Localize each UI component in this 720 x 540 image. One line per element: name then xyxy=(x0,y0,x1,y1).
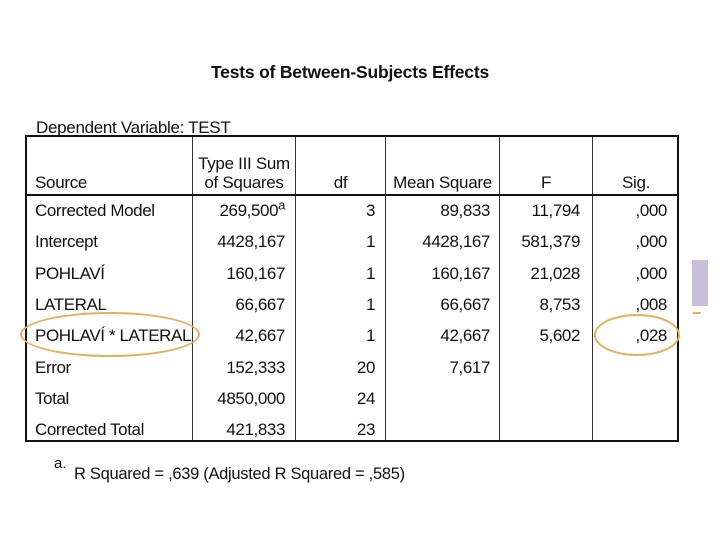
cell-ss: 421,833 xyxy=(226,420,285,440)
cell-f: 5,602 xyxy=(539,326,580,346)
column-divider xyxy=(592,137,593,440)
table-row: Error 152,333 20 7,617 xyxy=(27,352,677,383)
side-marker-underline xyxy=(693,306,701,314)
header-sig: Sig. xyxy=(621,173,651,192)
cell-df: 1 xyxy=(365,232,375,252)
header-df: df xyxy=(333,173,348,192)
cell-source: Corrected Model xyxy=(35,201,155,220)
cell-ss: 152,333 xyxy=(226,357,285,377)
cell-df: 24 xyxy=(356,388,376,408)
header-f: F xyxy=(540,173,552,192)
column-divider xyxy=(192,137,193,440)
cell-df: 20 xyxy=(356,357,376,377)
cell-sig: ,008 xyxy=(635,294,668,314)
cell-f: 581,379 xyxy=(521,232,580,252)
cell-ss-value: 269,500 xyxy=(219,201,279,220)
header-source: Source xyxy=(35,173,88,192)
table-row: Corrected Model 269,500a 3 89,833 11,794 ,000 xyxy=(27,195,677,226)
cell-ms: 160,167 xyxy=(431,263,490,283)
table-row: Corrected Total 421,833 23 xyxy=(27,414,677,445)
cell-ms: 66,667 xyxy=(440,294,490,314)
cell-ss: 42,667 xyxy=(235,326,285,346)
cell-df: 1 xyxy=(365,263,375,283)
highlight-oval-sig xyxy=(594,314,680,356)
footnote-mark: a. xyxy=(54,455,67,472)
cell-source: Corrected Total xyxy=(35,420,144,440)
cell-sig: ,000 xyxy=(635,201,668,220)
cell-ms: 42,667 xyxy=(440,326,490,346)
cell-ms: 89,833 xyxy=(440,201,490,220)
cell-df: 3 xyxy=(365,201,375,220)
cell-f: 21,028 xyxy=(530,263,580,283)
cell-df: 1 xyxy=(365,326,375,346)
column-divider xyxy=(499,137,500,440)
cell-ms: 7,617 xyxy=(449,357,490,377)
cell-source: LATERAL xyxy=(35,294,107,314)
cell-ss: 4850,000 xyxy=(217,388,285,408)
cell-source: POHLAVÍ xyxy=(35,263,105,283)
cell-source: Total xyxy=(35,388,69,408)
header-divider xyxy=(27,194,677,196)
cell-f: 8,753 xyxy=(539,294,580,314)
footnote-reference: a xyxy=(278,197,285,213)
footnote: R Squared = ,639 (Adjusted R Squared = ,… xyxy=(74,465,405,483)
column-divider xyxy=(295,137,296,440)
cell-f: 11,794 xyxy=(531,201,581,220)
cell-df: 23 xyxy=(356,420,376,440)
cell-df: 1 xyxy=(365,294,375,314)
cell-ss: 160,167 xyxy=(226,263,285,283)
cell-source: Error xyxy=(35,357,71,377)
page-title: Tests of Between-Subjects Effects xyxy=(210,62,489,82)
side-marker xyxy=(692,260,708,306)
column-divider xyxy=(385,137,386,440)
cell-ss: 4428,167 xyxy=(217,232,285,252)
cell-source: Intercept xyxy=(35,232,98,252)
cell-ss: 269,500a xyxy=(220,195,286,226)
cell-ss: 66,667 xyxy=(235,294,285,314)
table-row: Intercept 4428,167 1 4428,167 581,379 ,000 xyxy=(27,226,677,257)
anova-table: Source Type III Sum of Squares df Mean S… xyxy=(25,135,679,442)
cell-sig: ,000 xyxy=(635,232,668,252)
header-ss-line2: of Squares xyxy=(204,173,284,192)
table-row: Total 4850,000 24 xyxy=(27,383,677,414)
cell-ms: 4428,167 xyxy=(422,232,490,252)
dependent-variable-label: Dependent Variable: TEST xyxy=(36,118,231,137)
highlight-oval-source xyxy=(20,312,200,357)
header-mean-square: Mean Square xyxy=(393,173,492,192)
header-ss-line1: Type III Sum xyxy=(198,154,290,173)
table-row: LATERAL 66,667 1 66,667 8,753 ,008 xyxy=(27,289,677,320)
table-row: POHLAVÍ 160,167 1 160,167 21,028 ,000 xyxy=(27,258,677,289)
cell-sig: ,000 xyxy=(635,263,668,283)
